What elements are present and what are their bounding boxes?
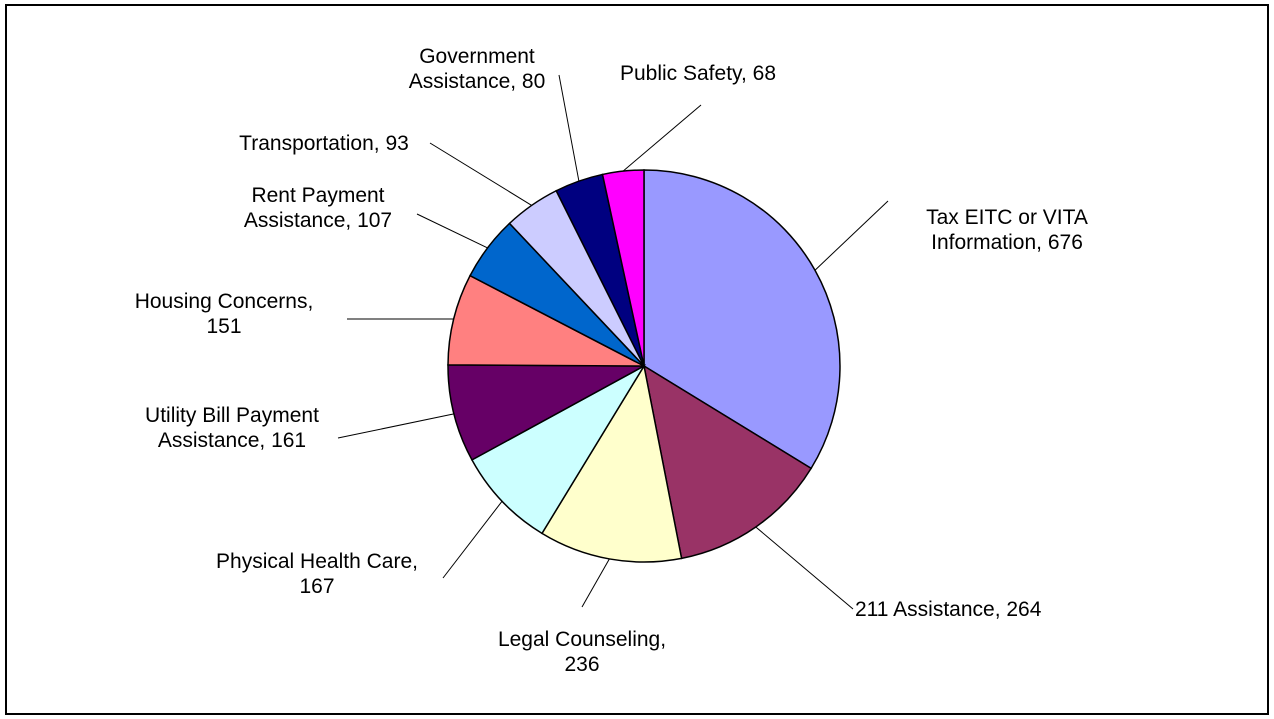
leader-line-10 <box>622 104 702 172</box>
pie-slice-4 <box>470 364 647 535</box>
leader-lines <box>337 74 889 610</box>
leader-line-5 <box>337 413 455 439</box>
pie-chart: Tax EITC or VITA Information, 676 211 Assi… <box>135 45 1088 676</box>
data-label-8: Transportation, 93 <box>239 132 409 155</box>
data-labels: Tax EITC or VITA Information, 676 211 Assi… <box>135 45 1088 676</box>
data-label-line: 167 <box>299 575 334 598</box>
data-label-line: Physical Health Care, <box>216 550 418 573</box>
data-label-line: Rent Payment <box>251 184 384 207</box>
pie-slice-3 <box>540 363 683 563</box>
data-label-7: Rent Payment Assistance, 107 <box>244 184 392 232</box>
pie-slice-5 <box>447 364 645 461</box>
data-label-5: Utility Bill Payment Assistance, 161 <box>145 404 319 452</box>
data-label-line: 151 <box>206 315 241 338</box>
leader-line-8 <box>429 142 532 206</box>
data-label-6: Housing Concerns, 151 <box>135 290 314 338</box>
data-label-line: Tax EITC or VITA <box>926 206 1088 229</box>
data-label-line: Legal Counseling, <box>498 628 666 651</box>
data-label-1: Tax EITC or VITA Information, 676 <box>926 206 1088 254</box>
data-label-10: Public Safety, 68 <box>620 62 776 85</box>
data-label-line: Assistance, 161 <box>158 429 306 452</box>
data-label-line: Government <box>419 45 535 68</box>
pie-slices <box>447 169 841 563</box>
pie-slice-2 <box>642 364 813 560</box>
data-label-line: Assistance, 80 <box>409 70 546 93</box>
leader-line-9 <box>558 74 580 182</box>
data-label-9: Government Assistance, 80 <box>409 45 546 93</box>
data-label-line: Public Safety, 68 <box>620 62 776 85</box>
leader-line-2 <box>755 526 854 610</box>
data-label-4: Physical Health Care, 167 <box>216 550 418 598</box>
data-label-2: 211 Assistance, 264 <box>855 598 1042 621</box>
data-label-line: Transportation, 93 <box>239 132 409 155</box>
data-label-line: Housing Concerns, <box>135 290 314 313</box>
pie-slice-1 <box>643 169 841 470</box>
data-label-3: Legal Counseling, 236 <box>498 628 666 676</box>
data-label-line: Assistance, 107 <box>244 209 392 232</box>
data-label-line: Utility Bill Payment <box>145 404 319 427</box>
chart-area: Tax EITC or VITA Information, 676 211 Assi… <box>5 4 1269 715</box>
leader-line-1 <box>814 200 889 271</box>
leader-line-4 <box>442 500 503 579</box>
data-label-line: 236 <box>564 653 599 676</box>
data-label-line: Information, 676 <box>931 231 1083 254</box>
data-label-line: 211 Assistance, 264 <box>855 598 1042 621</box>
leader-line-7 <box>416 213 488 249</box>
leader-line-3 <box>581 558 610 608</box>
